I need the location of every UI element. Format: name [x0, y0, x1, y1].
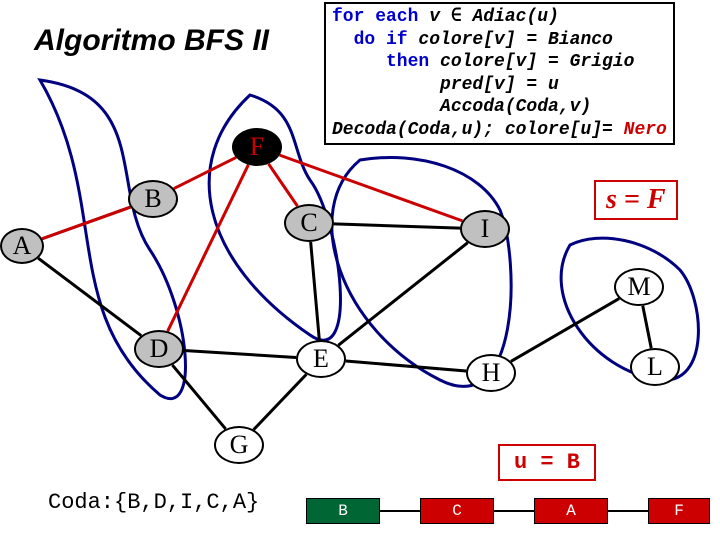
node-l: L — [630, 348, 680, 386]
node-h: H — [466, 354, 516, 392]
node-m: M — [614, 268, 664, 306]
progress-box: B — [306, 498, 380, 524]
progress-box: F — [648, 498, 710, 524]
node-b: B — [128, 180, 178, 218]
node-i: I — [460, 210, 510, 248]
current-u-label: u = B — [498, 444, 596, 481]
progress-box: A — [534, 498, 608, 524]
node-d: D — [134, 330, 184, 368]
node-g: G — [214, 426, 264, 464]
progress-box: C — [420, 498, 494, 524]
node-e: E — [296, 340, 346, 378]
pseudocode-box: for each v ∈ Adiac(u) do if colore[v] = … — [324, 2, 675, 145]
algorithm-title: Algoritmo BFS II — [34, 24, 269, 58]
source-node-label: s = F — [594, 180, 678, 220]
node-c: C — [284, 204, 334, 242]
node-f: F — [232, 128, 282, 166]
queue-label: Coda:{B,D,I,C,A} — [48, 490, 259, 515]
node-a: A — [0, 228, 44, 264]
